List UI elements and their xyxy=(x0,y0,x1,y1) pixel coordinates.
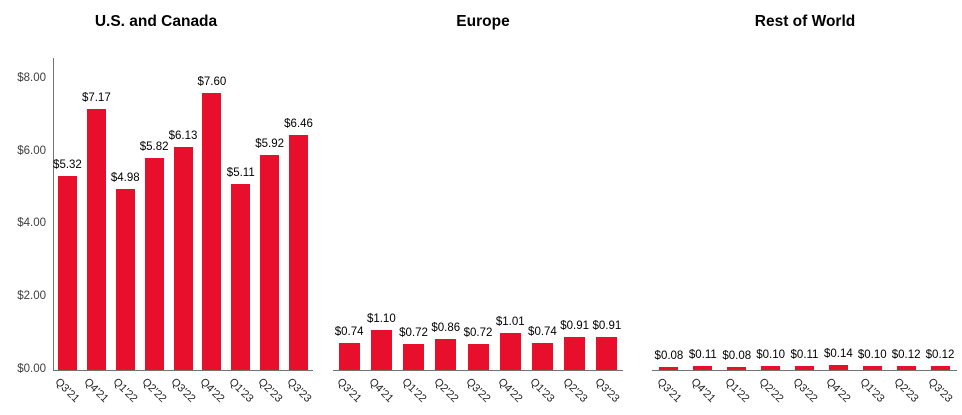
bar-value-label: $0.72 xyxy=(399,327,428,339)
bar-rest-of-world-Q4'21 xyxy=(693,366,712,370)
x-axis-tick-label: Q3'23 xyxy=(925,376,955,406)
x-axis-line-us-canada xyxy=(53,370,313,371)
x-axis-tick-label: Q3'21 xyxy=(654,376,684,406)
bar-us-canada-Q3'21 xyxy=(58,176,77,370)
x-axis-tick-label: Q4'22 xyxy=(823,376,853,406)
bar-value-label: $6.13 xyxy=(168,130,198,142)
bar-us-canada-Q1'23 xyxy=(231,184,250,370)
bar-europe-Q3'22 xyxy=(468,344,489,370)
bar-us-canada-Q2'22 xyxy=(145,158,164,370)
bar-value-label: $0.91 xyxy=(560,320,590,332)
bar-value-label: $0.08 xyxy=(654,350,684,362)
x-axis-tick-label: Q4'21 xyxy=(366,376,396,406)
bar-value-label: $7.60 xyxy=(197,76,227,88)
bar-value-label: $5.82 xyxy=(139,141,169,153)
bar-value-label: $5.92 xyxy=(255,138,285,150)
x-axis-tick-label: Q2'22 xyxy=(431,376,461,406)
bar-rest-of-world-Q4'22 xyxy=(829,365,848,370)
bar-europe-Q4'22 xyxy=(500,333,521,370)
y-axis-tick-label: $0.00 xyxy=(17,363,46,375)
bar-value-label: $7.17 xyxy=(81,92,111,104)
bar-europe-Q2'23 xyxy=(564,337,585,370)
bar-value-label: $0.86 xyxy=(431,322,461,334)
bar-value-label: $0.12 xyxy=(925,349,955,361)
bar-rest-of-world-Q1'23 xyxy=(863,366,882,370)
bar-europe-Q3'21 xyxy=(339,343,360,370)
bar-us-canada-Q3'22 xyxy=(174,147,193,370)
bar-rest-of-world-Q3'21 xyxy=(659,367,678,370)
bar-value-label: $0.74 xyxy=(334,326,364,338)
bar-value-label: $0.74 xyxy=(528,326,557,338)
x-axis-tick-label: Q1'22 xyxy=(399,376,429,406)
y-axis-tick-label: $8.00 xyxy=(17,71,46,84)
bar-us-canada-Q1'22 xyxy=(116,189,135,370)
bar-europe-Q3'23 xyxy=(596,337,617,370)
x-axis-tick-label: Q4'22 xyxy=(495,376,525,406)
x-axis-tick-label: Q1'22 xyxy=(722,376,752,406)
bar-us-canada-Q4'22 xyxy=(202,93,221,370)
bar-rest-of-world-Q1'22 xyxy=(727,367,746,370)
panel-title-us-canada: U.S. and Canada xyxy=(94,13,218,30)
x-axis-tick-label: Q2'22 xyxy=(756,376,786,406)
bar-value-label: $5.32 xyxy=(53,159,82,171)
panel-title-rest-of-world: Rest of World xyxy=(754,13,856,30)
bar-value-label: $1.10 xyxy=(366,313,396,325)
x-axis-tick-label: Q1'23 xyxy=(857,376,887,406)
y-axis-tick-label: $4.00 xyxy=(17,217,46,230)
bar-rest-of-world-Q2'22 xyxy=(761,366,780,370)
bar-value-label: $5.11 xyxy=(226,167,255,179)
x-axis-tick-label: Q3'23 xyxy=(284,376,314,406)
x-axis-line-rest-of-world xyxy=(652,370,957,371)
x-axis-tick-label: Q4'21 xyxy=(688,376,718,406)
bar-value-label: $0.08 xyxy=(722,350,752,362)
bar-value-label: $0.10 xyxy=(756,349,785,361)
x-axis-tick-label: Q2'23 xyxy=(891,376,921,406)
bar-us-canada-Q3'23 xyxy=(289,135,308,370)
x-axis-tick-label: Q3'21 xyxy=(52,376,82,406)
bar-value-label: $0.72 xyxy=(463,327,493,339)
bar-value-label: $6.46 xyxy=(284,118,313,130)
bar-us-canada-Q2'23 xyxy=(260,155,279,370)
x-axis-tick-label: Q2'22 xyxy=(139,376,169,406)
x-axis-tick-label: Q2'23 xyxy=(560,376,590,406)
x-axis-tick-label: Q4'22 xyxy=(197,376,227,406)
x-axis-line-europe xyxy=(333,370,623,371)
bar-value-label: $1.01 xyxy=(495,316,525,328)
x-axis-tick-label: Q1'23 xyxy=(226,376,256,406)
bar-rest-of-world-Q3'23 xyxy=(931,366,950,370)
bar-value-label: $0.10 xyxy=(857,349,887,361)
y-axis-line xyxy=(53,58,54,370)
bar-value-label: $0.91 xyxy=(592,320,622,332)
x-axis-tick-label: Q4'21 xyxy=(81,376,111,406)
bar-europe-Q4'21 xyxy=(371,330,392,370)
x-axis-tick-label: Q3'22 xyxy=(790,376,820,406)
bar-europe-Q1'22 xyxy=(403,344,424,370)
bar-value-label: $0.14 xyxy=(823,348,853,360)
bar-rest-of-world-Q2'23 xyxy=(897,366,916,370)
x-axis-tick-label: Q2'23 xyxy=(255,376,285,406)
x-axis-tick-label: Q1'22 xyxy=(110,376,140,406)
panel-title-europe: Europe xyxy=(456,13,510,30)
y-axis-tick-label: $6.00 xyxy=(17,144,46,157)
x-axis-tick-label: Q3'22 xyxy=(168,376,198,406)
x-axis-tick-label: Q3'21 xyxy=(334,376,364,406)
bar-europe-Q1'23 xyxy=(532,343,553,370)
x-axis-tick-label: Q3'22 xyxy=(463,376,493,406)
bar-rest-of-world-Q3'22 xyxy=(795,366,814,370)
y-axis-tick-label: $2.00 xyxy=(17,290,46,303)
x-axis-tick-label: Q1'23 xyxy=(527,376,557,406)
bar-us-canada-Q4'21 xyxy=(87,109,106,370)
bar-value-label: $0.11 xyxy=(790,349,819,361)
bar-value-label: $0.12 xyxy=(891,349,921,361)
bar-value-label: $0.11 xyxy=(688,349,717,361)
x-axis-tick-label: Q3'23 xyxy=(592,376,622,406)
bar-europe-Q2'22 xyxy=(435,339,456,370)
bar-value-label: $4.98 xyxy=(110,172,140,184)
